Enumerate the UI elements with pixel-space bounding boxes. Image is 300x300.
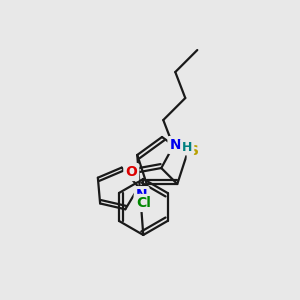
Text: O: O xyxy=(125,165,137,179)
Text: S: S xyxy=(189,144,199,158)
Text: N: N xyxy=(169,138,181,152)
Text: H: H xyxy=(182,140,193,154)
Text: N: N xyxy=(136,188,147,202)
Text: Cl: Cl xyxy=(136,196,151,210)
